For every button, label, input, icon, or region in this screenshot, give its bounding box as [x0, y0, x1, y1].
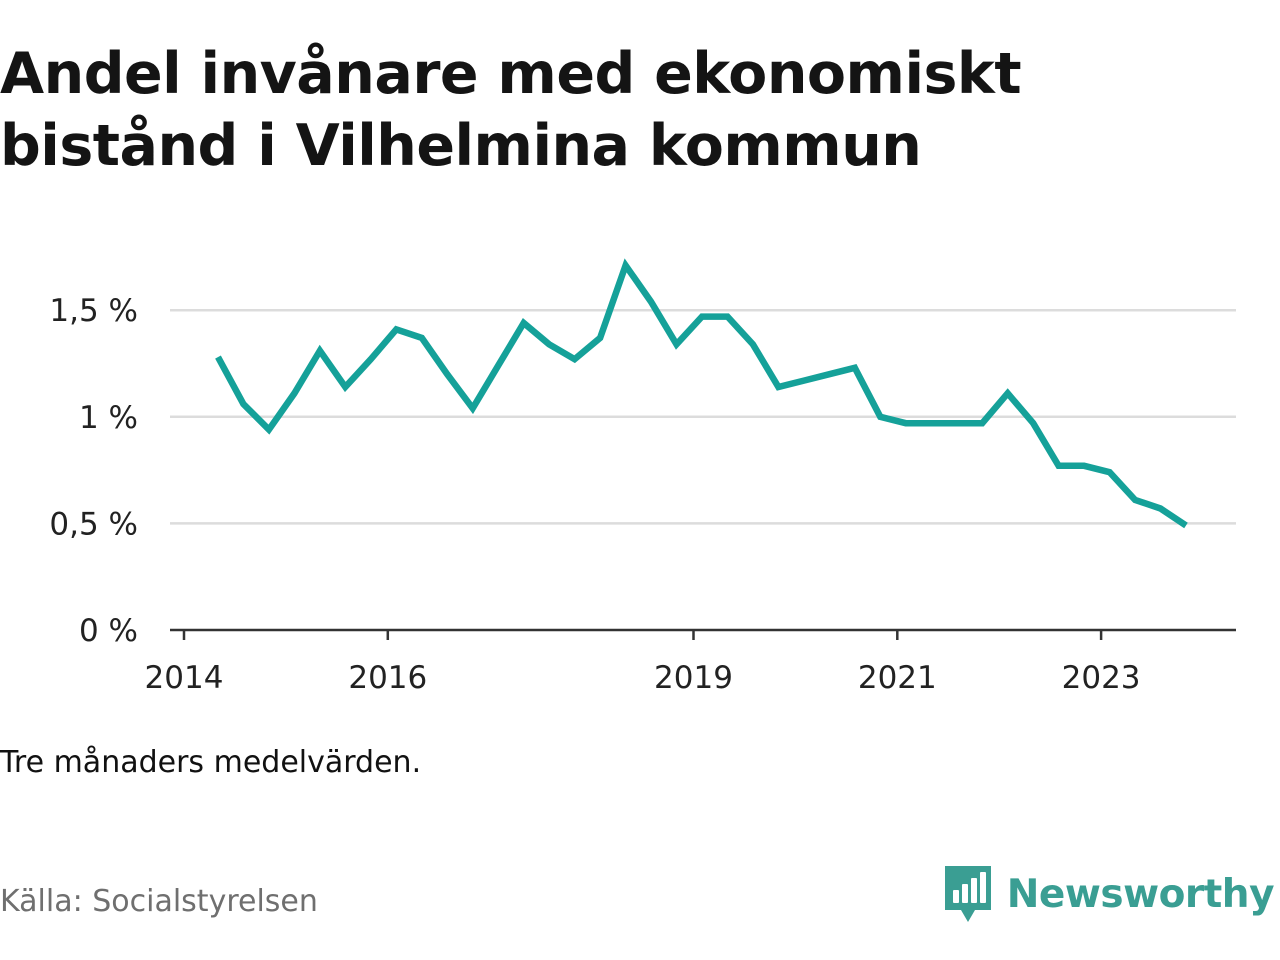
x-tick-label: 2021: [858, 660, 937, 696]
x-axis: 2014 2016 2019 2021 2023: [145, 628, 1236, 696]
source-label: Källa: Socialstyrelsen: [0, 884, 318, 919]
chart-note: Tre månaders medelvärden.: [0, 745, 422, 780]
y-tick-label: 0 %: [79, 613, 138, 649]
x-tick-label: 2014: [145, 660, 224, 696]
y-tick-label: 1 %: [79, 400, 138, 436]
newsworthy-brand: Newsworthy: [943, 864, 1275, 924]
series-line-group: [215, 258, 1188, 529]
line-chart: 0 % 0,5 % 1 % 1,5 % 2014 2016 2019 2021 2023: [49, 258, 1236, 696]
y-axis-tick-labels: 0 % 0,5 % 1 % 1,5 %: [49, 293, 138, 649]
y-tick-label: 0,5 %: [49, 506, 138, 542]
x-tick-label: 2019: [654, 660, 733, 696]
x-tick-label: 2016: [348, 660, 427, 696]
y-tick-label: 1,5 %: [49, 293, 138, 329]
brand-name: Newsworthy: [1006, 871, 1275, 917]
gridlines: [170, 308, 1236, 525]
newsworthy-logo-icon: [944, 866, 991, 922]
chart-title: Andel invånare med ekonomiskt bistånd i …: [0, 41, 1022, 179]
x-tick-label: 2023: [1062, 660, 1141, 696]
series-line: [215, 258, 1188, 529]
